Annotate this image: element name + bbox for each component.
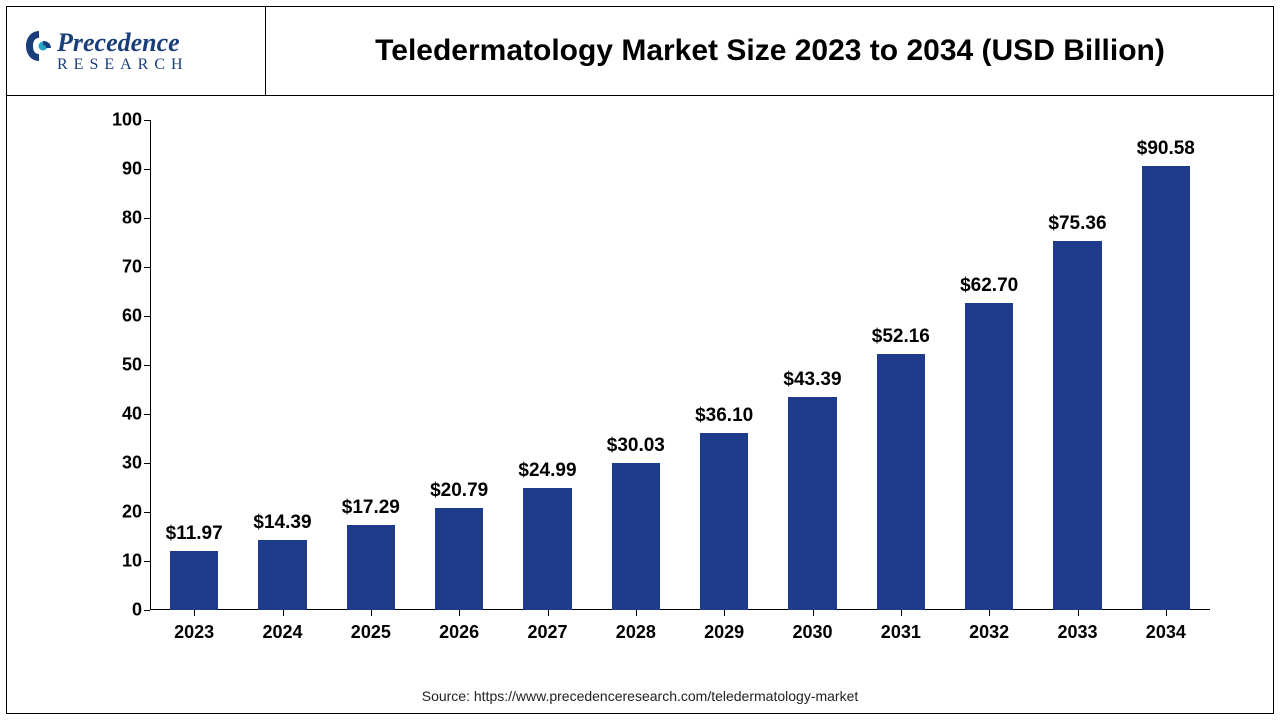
y-tick-label: 60 (100, 306, 142, 327)
bar-slot: $52.16 (877, 354, 926, 610)
svg-text:RESEARCH: RESEARCH (57, 56, 189, 73)
x-tick-mark (636, 610, 637, 616)
chart-title: Teledermatology Market Size 2023 to 2034… (375, 34, 1165, 68)
y-tick-label: 90 (100, 159, 142, 180)
x-tick-label: 2025 (351, 622, 391, 643)
bar-value-label: $14.39 (253, 512, 311, 534)
x-tick-mark (813, 610, 814, 616)
bar-slot: $75.36 (1053, 241, 1102, 610)
y-tick-mark (144, 169, 150, 170)
bar-value-label: $20.79 (430, 480, 488, 502)
y-tick-label: 40 (100, 404, 142, 425)
y-tick-mark (144, 267, 150, 268)
bar-slot: $14.39 (258, 540, 307, 611)
source-citation: Source: https://www.precedenceresearch.c… (0, 688, 1280, 704)
y-tick-mark (144, 316, 150, 317)
bar (700, 433, 749, 610)
bar-slot: $24.99 (523, 488, 572, 610)
x-tick-mark (1078, 610, 1079, 616)
bar (170, 551, 219, 610)
header-row: Precedence RESEARCH Teledermatology Mark… (6, 6, 1274, 96)
chart-area: 0102030405060708090100$11.972023$14.3920… (100, 120, 1230, 650)
bar-value-label: $36.10 (695, 405, 753, 427)
logo-cell: Precedence RESEARCH (6, 6, 266, 95)
bar (877, 354, 926, 610)
bar (1142, 166, 1191, 610)
x-tick-mark (989, 610, 990, 616)
y-tick-mark (144, 610, 150, 611)
bar-slot: $90.58 (1142, 166, 1191, 610)
y-axis-line (150, 120, 151, 610)
x-tick-label: 2027 (527, 622, 567, 643)
y-tick-label: 30 (100, 453, 142, 474)
x-tick-label: 2026 (439, 622, 479, 643)
bar-slot: $30.03 (612, 463, 661, 610)
precedence-logo: Precedence RESEARCH (21, 21, 251, 81)
x-tick-label: 2029 (704, 622, 744, 643)
y-tick-mark (144, 365, 150, 366)
y-tick-mark (144, 414, 150, 415)
bar (347, 525, 396, 610)
y-tick-label: 70 (100, 257, 142, 278)
y-tick-mark (144, 512, 150, 513)
x-tick-label: 2024 (262, 622, 302, 643)
title-cell: Teledermatology Market Size 2023 to 2034… (266, 34, 1274, 68)
plot-region: 0102030405060708090100$11.972023$14.3920… (150, 120, 1210, 610)
bar-slot: $20.79 (435, 508, 484, 610)
x-tick-mark (548, 610, 549, 616)
bar (258, 540, 307, 611)
y-tick-label: 10 (100, 551, 142, 572)
svg-text:Precedence: Precedence (56, 28, 180, 57)
x-tick-mark (724, 610, 725, 616)
bar-slot: $62.70 (965, 303, 1014, 610)
x-tick-mark (371, 610, 372, 616)
x-tick-label: 2034 (1146, 622, 1186, 643)
x-tick-mark (459, 610, 460, 616)
bar (1053, 241, 1102, 610)
x-tick-label: 2031 (881, 622, 921, 643)
y-tick-label: 0 (100, 600, 142, 621)
bar (612, 463, 661, 610)
bar-value-label: $43.39 (783, 369, 841, 391)
x-tick-mark (283, 610, 284, 616)
bar-value-label: $30.03 (607, 435, 665, 457)
bar-value-label: $90.58 (1137, 138, 1195, 160)
x-tick-label: 2032 (969, 622, 1009, 643)
bar-value-label: $62.70 (960, 275, 1018, 297)
y-tick-label: 80 (100, 208, 142, 229)
bar (523, 488, 572, 610)
y-tick-label: 100 (100, 110, 142, 131)
x-tick-label: 2028 (616, 622, 656, 643)
y-tick-mark (144, 120, 150, 121)
bar-value-label: $17.29 (342, 497, 400, 519)
bar-value-label: $11.97 (166, 523, 223, 545)
y-tick-mark (144, 218, 150, 219)
bar-slot: $43.39 (788, 397, 837, 610)
bar-slot: $11.97 (170, 551, 219, 610)
bar-value-label: $75.36 (1048, 213, 1106, 235)
y-tick-label: 50 (100, 355, 142, 376)
x-tick-label: 2030 (792, 622, 832, 643)
bar (788, 397, 837, 610)
x-tick-label: 2023 (174, 622, 214, 643)
x-tick-label: 2033 (1057, 622, 1097, 643)
x-axis-line (150, 609, 1210, 610)
y-tick-mark (144, 463, 150, 464)
x-tick-mark (194, 610, 195, 616)
x-tick-mark (1166, 610, 1167, 616)
bar-slot: $17.29 (347, 525, 396, 610)
bar-slot: $36.10 (700, 433, 749, 610)
bar-value-label: $52.16 (872, 326, 930, 348)
bar (435, 508, 484, 610)
x-tick-mark (901, 610, 902, 616)
y-tick-mark (144, 561, 150, 562)
bar (965, 303, 1014, 610)
y-tick-label: 20 (100, 502, 142, 523)
bar-value-label: $24.99 (518, 460, 576, 482)
